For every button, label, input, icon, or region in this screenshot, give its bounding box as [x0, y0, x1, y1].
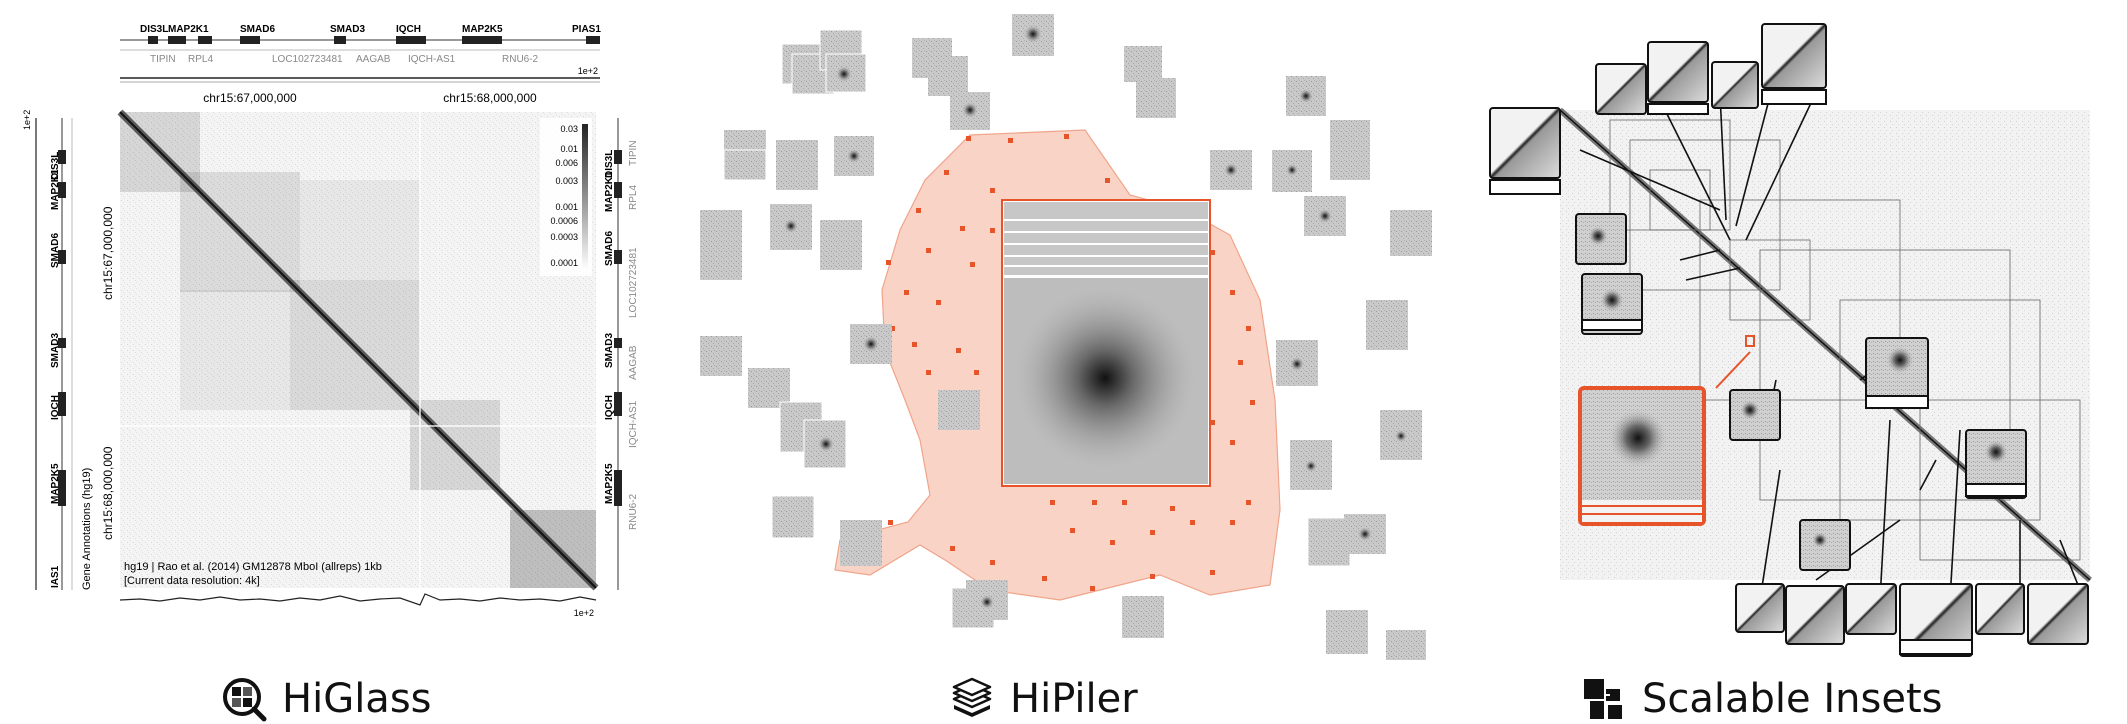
bottom-insets[interactable] [1735, 583, 2089, 657]
dataset-info: hg19 | Rao et al. (2014) GM12878 MboI (a… [124, 561, 382, 573]
gene-label-rnu6: RNU6-2 [502, 54, 539, 65]
gene-label-iqch-as1: IQCH-AS1 [408, 54, 456, 65]
x-tick-68: chr15:68,000,000 [443, 91, 537, 105]
colorbar-tick: 0.01 [560, 144, 578, 154]
higlass-caption: HiGlass [220, 675, 432, 723]
highlight-target [1745, 335, 1755, 347]
higlass-view[interactable]: DIS3L MAP2K1 SMAD6 SMAD3 IQCH MAP2K5 PIA… [0, 0, 640, 620]
right-gene-iqch-as1: IQCH-AS1 [628, 400, 639, 448]
top-signal-track: 1e+2 [120, 66, 600, 83]
gene-label-smad6: SMAD6 [240, 24, 275, 35]
right-gene-aagab: AAGAB [628, 345, 639, 380]
highlight-leader [1715, 351, 1751, 389]
top-scale-label: 1e+2 [578, 66, 598, 76]
gene-label-map2k5: MAP2K5 [462, 24, 503, 35]
top-insets[interactable] [1489, 23, 1827, 195]
y-tick-67: chr15:67,000,000 [101, 206, 115, 300]
top-gene-track: DIS3L MAP2K1 SMAD6 SMAD3 IQCH MAP2K5 PIA… [120, 24, 601, 65]
left-gene-smad3: SMAD3 [50, 333, 61, 368]
x-tick-67: chr15:67,000,000 [203, 91, 297, 105]
inset-blocks-icon [1584, 679, 1622, 719]
y-tick-68: chr15:68,000,000 [101, 446, 115, 540]
gene-label-map2k1: MAP2K1 [168, 24, 209, 35]
right-gene-smad3: SMAD3 [604, 333, 615, 368]
left-gene-dis3l: DIS3L [50, 152, 61, 180]
right-gene-map2k1: MAP2K1 [604, 171, 615, 212]
left-signal-track: 1e+2 [22, 110, 37, 590]
gene-label-rpl4: RPL4 [188, 54, 213, 65]
right-gene-track: DIS3L MAP2K1 SMAD6 SMAD3 IQCH MAP2K5 TIP… [604, 118, 639, 590]
colorbar-tick: 0.001 [555, 202, 578, 212]
scalable-insets-view[interactable] [1480, 0, 2127, 660]
snippet-thumbnails[interactable] [700, 14, 1432, 660]
gene-label-tipin: TIPIN [150, 54, 176, 65]
gene-label-loc: LOC102723481 [272, 54, 343, 65]
hipiler-view[interactable] [690, 0, 1450, 660]
left-scale-label: 1e+2 [22, 110, 32, 130]
colorbar-tick: 0.0003 [550, 232, 578, 242]
right-gene-tipin: TIPIN [628, 140, 639, 166]
left-gene-map2k5: MAP2K5 [50, 463, 61, 504]
highlighted-inset[interactable] [1578, 386, 1706, 526]
higlass-panel: DIS3L MAP2K1 SMAD6 SMAD3 IQCH MAP2K5 PIA… [0, 0, 640, 724]
left-gene-smad6: SMAD6 [50, 233, 61, 268]
bottom-signal-track: 1e+2 [119, 593, 597, 618]
colorbar-tick: 0.003 [555, 176, 578, 186]
gene-label-pias1: PIAS1 [572, 24, 601, 35]
scalable-insets-label: Scalable Insets [1642, 676, 1943, 722]
right-gene-map2k5: MAP2K5 [604, 463, 615, 504]
left-gene-iqch: IQCH [50, 395, 61, 420]
hipiler-caption: HiPiler [948, 675, 1138, 723]
resolution-info: [Current data resolution: 4k] [124, 575, 260, 587]
colorbar-tick: 0.0006 [550, 216, 578, 226]
side-track-label: Gene Annotations (hg19) [81, 468, 93, 590]
colorbar-tick: 0.03 [560, 124, 578, 134]
stacked-layers-icon [952, 677, 992, 717]
right-gene-rnu6: RNU6-2 [628, 493, 639, 530]
bottom-scale-label: 1e+2 [574, 608, 594, 618]
magnifier-grid-icon [223, 678, 267, 722]
gene-label-dis3l: DIS3L [140, 24, 168, 35]
snippet-pile[interactable] [1001, 199, 1211, 487]
right-gene-rpl4: RPL4 [628, 185, 639, 210]
contact-heatmap[interactable] [117, 109, 599, 591]
gene-label-smad3: SMAD3 [330, 24, 365, 35]
overview-matrix[interactable] [1558, 107, 2092, 583]
hipiler-label: HiPiler [1010, 676, 1138, 722]
right-gene-iqch: IQCH [604, 395, 615, 420]
scalable-insets-panel: Scalable Insets [1480, 0, 2127, 724]
gene-label-iqch: IQCH [396, 24, 421, 35]
hipiler-panel: HiPiler [690, 0, 1450, 724]
higlass-label: HiGlass [282, 676, 432, 722]
right-gene-smad6: SMAD6 [604, 231, 615, 266]
left-gene-ias1: IAS1 [50, 565, 61, 588]
side-insets[interactable] [1575, 213, 2027, 571]
right-gene-loc: LOC102723481 [628, 247, 639, 318]
right-gene-dis3l: DIS3L [604, 150, 615, 178]
colorbar-legend[interactable]: 0.03 0.01 0.006 0.003 0.001 0.0006 0.000… [540, 118, 592, 276]
left-gene-map2k1: MAP2K1 [50, 169, 61, 210]
scalable-insets-caption: Scalable Insets [1580, 675, 1942, 723]
colorbar-tick: 0.0001 [550, 258, 578, 268]
gene-label-aagab: AAGAB [356, 54, 391, 65]
left-gene-track: DIS3L MAP2K1 SMAD6 SMAD3 IQCH MAP2K5 IAS… [50, 118, 93, 590]
colorbar-tick: 0.006 [555, 158, 578, 168]
